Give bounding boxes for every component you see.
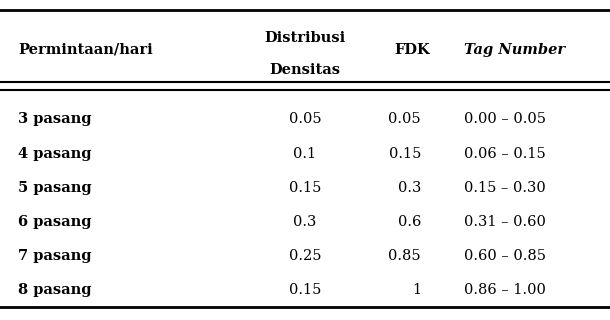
Text: 0.15: 0.15 <box>289 181 321 195</box>
Text: FDK: FDK <box>394 43 429 57</box>
Text: 0.00 – 0.05: 0.00 – 0.05 <box>464 112 545 126</box>
Text: 0.06 – 0.15: 0.06 – 0.15 <box>464 147 545 161</box>
Text: 0.3: 0.3 <box>398 181 421 195</box>
Text: 6 pasang: 6 pasang <box>18 215 92 229</box>
Text: 8 pasang: 8 pasang <box>18 283 92 297</box>
Text: 0.86 – 1.00: 0.86 – 1.00 <box>464 283 545 297</box>
Text: Densitas: Densitas <box>270 63 340 77</box>
Text: 0.05: 0.05 <box>389 112 421 126</box>
Text: 0.05: 0.05 <box>289 112 321 126</box>
Text: 0.15: 0.15 <box>389 147 421 161</box>
Text: 1: 1 <box>412 283 421 297</box>
Text: Distribusi: Distribusi <box>264 31 346 45</box>
Text: 0.31 – 0.60: 0.31 – 0.60 <box>464 215 545 229</box>
Text: 0.85: 0.85 <box>389 249 421 263</box>
Text: 0.15: 0.15 <box>289 283 321 297</box>
Text: 0.15 – 0.30: 0.15 – 0.30 <box>464 181 545 195</box>
Text: 4 pasang: 4 pasang <box>18 147 92 161</box>
Text: 0.3: 0.3 <box>293 215 317 229</box>
Text: 7 pasang: 7 pasang <box>18 249 92 263</box>
Text: 3 pasang: 3 pasang <box>18 112 92 126</box>
Text: 0.6: 0.6 <box>398 215 421 229</box>
Text: Tag Number: Tag Number <box>464 43 565 57</box>
Text: 0.60 – 0.85: 0.60 – 0.85 <box>464 249 545 263</box>
Text: 0.1: 0.1 <box>293 147 317 161</box>
Text: Permintaan/hari: Permintaan/hari <box>18 43 153 57</box>
Text: 0.25: 0.25 <box>289 249 321 263</box>
Text: 5 pasang: 5 pasang <box>18 181 92 195</box>
